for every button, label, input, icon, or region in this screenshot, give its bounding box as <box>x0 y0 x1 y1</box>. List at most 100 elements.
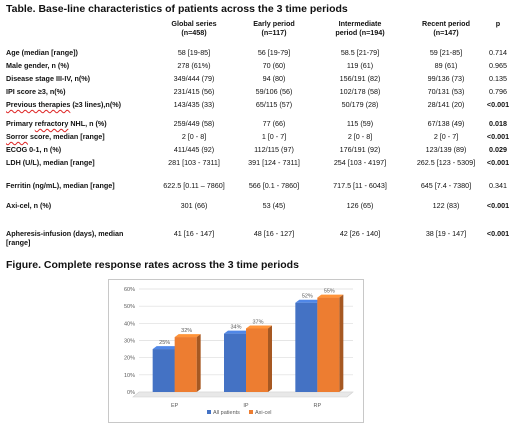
row-p-value: 0.965 <box>489 61 507 70</box>
y-tick-label: 60% <box>124 287 135 293</box>
x-tick-label: RP <box>314 403 322 409</box>
row-value: 391 [124 - 7311] <box>248 158 300 167</box>
row-p-value: 0.796 <box>489 87 507 96</box>
row-value: 89 (61) <box>434 61 458 70</box>
legend-swatch <box>249 410 253 414</box>
row-value: 115 (59) <box>346 119 374 128</box>
row-value: 119 (61) <box>346 61 374 70</box>
row-label: Sorror score, median [range] <box>6 132 105 141</box>
table-row: Apheresis-infusion (days), median [range… <box>6 229 512 247</box>
row-p-value: 0.341 <box>489 181 507 190</box>
row-value: 301 (66) <box>180 201 208 210</box>
row-label: Male gender, n (%) <box>6 61 70 70</box>
y-tick-label: 40% <box>124 321 135 327</box>
row-label: Disease stage III-IV, n(%) <box>6 74 91 83</box>
row-p-value: 0.029 <box>489 145 507 154</box>
row-p-value: 0.018 <box>489 119 507 128</box>
data-label: 55% <box>324 289 335 295</box>
row-value: 281 [103 - 7311] <box>168 158 220 167</box>
header-global: Global series (n=458) <box>171 19 217 37</box>
row-p-value: <0.001 <box>486 132 510 141</box>
row-value: 56 [19-79] <box>257 48 291 57</box>
row-p-value: <0.001 <box>486 229 510 238</box>
row-value: 38 [19 - 147] <box>425 229 467 238</box>
header-p: p <box>495 19 501 28</box>
chart-floor <box>132 391 354 398</box>
data-label: 37% <box>252 319 263 325</box>
row-value: 278 (61%) <box>177 61 211 70</box>
row-value: 53 (45) <box>262 201 286 210</box>
row-value: 77 (66) <box>262 119 286 128</box>
row-value: 717.5 [11 - 6043] <box>333 181 387 190</box>
row-value: 102/178 (58) <box>339 87 381 96</box>
row-p-value: 0.714 <box>489 48 507 57</box>
row-p-value: <0.001 <box>486 201 510 210</box>
table-row: Axi-cel, n (%) 301 (66) 53 (45) 126 (65) 122… <box>6 201 512 229</box>
bar-all-patients-ip <box>224 333 246 392</box>
row-value: 65/115 (57) <box>255 100 293 109</box>
row-value: 262.5 [123 - 5309] <box>416 158 476 167</box>
row-value: 28/141 (20) <box>427 100 465 109</box>
y-tick-label: 10% <box>124 373 135 379</box>
cr-rate-chart: 0% 10% 20% 30% 40% 50% 60% 25% 32% EP 34% 37% IP 52% 5… <box>108 279 364 423</box>
data-label: 32% <box>181 328 192 334</box>
bar-top <box>295 299 322 303</box>
data-label: 52% <box>302 294 313 300</box>
row-value: 622.5 [0.11 – 7860] <box>163 181 225 190</box>
row-value: 112/115 (97) <box>254 145 294 154</box>
bar-axi-cel-ep <box>174 337 197 392</box>
data-label: 34% <box>230 325 241 331</box>
header-early: Early period (n=117) <box>253 19 295 37</box>
row-p-value: <0.001 <box>486 100 510 109</box>
row-label: LDH (U/L), median [range] <box>6 158 95 167</box>
figure-title: Figure. Complete response rates across t… <box>6 259 299 271</box>
row-value: 254 [103 - 4197] <box>333 158 387 167</box>
bar-top <box>224 330 250 334</box>
row-value: 58.5 [21-79] <box>340 48 380 57</box>
table-row: ECOG 0-1, n (%) 411/445 (92) 112/115 (97) 1… <box>6 145 512 158</box>
row-value: 349/444 (79) <box>173 74 215 83</box>
row-p-value: 0.135 <box>489 74 507 83</box>
data-label: 25% <box>159 340 170 346</box>
x-tick-label: IP <box>243 403 249 409</box>
row-value: 176/191 (92) <box>339 145 381 154</box>
row-label: Apheresis-infusion (days), median [range… <box>6 229 124 247</box>
y-tick-label: 0% <box>127 390 135 396</box>
row-value: 231/415 (56) <box>173 87 215 96</box>
table-title: Table. Base-line characteristics of pati… <box>6 3 348 15</box>
row-value: 59/106 (56) <box>255 87 293 96</box>
cr-rate-chart-svg: 0% 10% 20% 30% 40% 50% 60% 25% 32% EP 34% 37% IP 52% 5… <box>124 287 354 416</box>
legend-label: All patients <box>213 410 240 416</box>
table-row: Ferritin (ng/mL), median [range] 622.5 [0… <box>6 181 512 201</box>
table-row: Male gender, n (%) 278 (61%) 70 (60) 119 (6… <box>6 61 512 74</box>
row-p-value: <0.001 <box>486 158 510 167</box>
row-value: 123/139 (89) <box>425 145 467 154</box>
row-value: 70 (60) <box>262 61 286 70</box>
row-label: Axi-cel, n (%) <box>6 201 52 210</box>
table-row: LDH (U/L), median [range] 281 [103 - 7311… <box>6 158 512 171</box>
y-tick-label: 20% <box>124 356 135 362</box>
bar-top <box>317 294 344 298</box>
row-value: 2 [0 - 7] <box>433 132 459 141</box>
bar-all-patients-rp <box>295 302 318 392</box>
row-value: 94 (80) <box>262 74 286 83</box>
table-header: Global series (n=458) Early period (n=117)… <box>6 14 512 48</box>
row-label: Previous therapies (≥3 lines),n(%) <box>6 100 121 109</box>
table-row: Sorror score, median [range] 2 [0 - 8] 1 [… <box>6 132 512 145</box>
row-label: IPI score ≥3, n(%) <box>6 87 66 96</box>
row-value: 1 [0 - 7] <box>261 132 287 141</box>
y-tick-label: 30% <box>124 339 135 345</box>
bar-side <box>196 334 201 392</box>
table-row: Primary refractory NHL, n (%) 259/449 (58… <box>6 119 512 132</box>
table-row: Disease stage III-IV, n(%) 349/444 (79) 94… <box>6 74 512 87</box>
row-value: 99/136 (73) <box>427 74 465 83</box>
row-value: 48 [16 - 127] <box>253 229 295 238</box>
bar-top <box>152 346 179 350</box>
legend-swatch <box>207 410 211 414</box>
row-value: 2 [0 - 8] <box>347 132 373 141</box>
row-value: 41 [16 - 147] <box>173 229 215 238</box>
row-label: ECOG 0-1, n (%) <box>6 145 62 154</box>
row-value: 143/435 (33) <box>173 100 215 109</box>
table-body: Age (median [range]) 58 [19-85] 56 [19-79]… <box>6 48 512 247</box>
